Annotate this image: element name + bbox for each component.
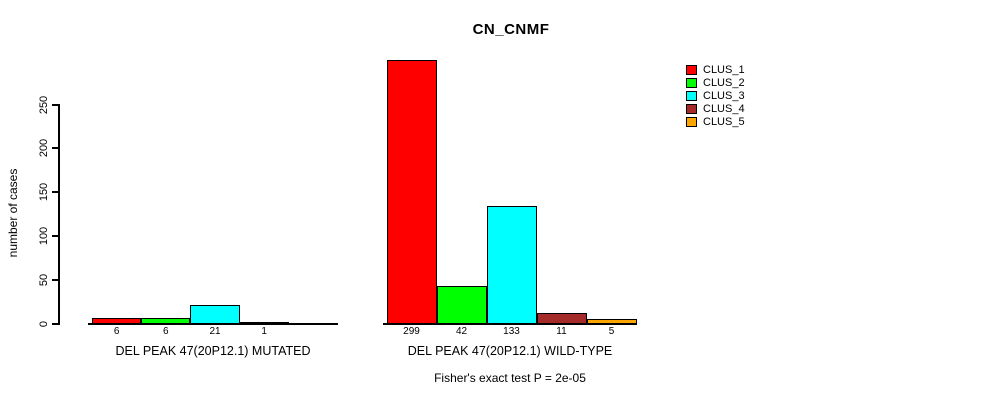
y-axis-tick — [52, 103, 60, 106]
legend-label: CLUS_2 — [703, 76, 745, 89]
legend-swatch-icon — [686, 64, 697, 75]
y-axis-tick — [52, 235, 60, 238]
y-axis-line — [58, 103, 60, 325]
x-axis-line — [383, 323, 637, 325]
bar-value-label: 133 — [503, 326, 520, 337]
y-axis-tick — [52, 323, 60, 325]
fisher-annotation: Fisher's exact test P = 2e-05 — [434, 371, 586, 385]
legend-swatch-icon — [686, 116, 697, 127]
legend-item: CLUS_4 — [686, 102, 745, 115]
legend-item: CLUS_2 — [686, 76, 745, 89]
chart-title: CN_CNMF — [472, 21, 550, 38]
y-axis-tick-label: 50 — [38, 273, 50, 287]
group-label: DEL PEAK 47(20P12.1) WILD-TYPE — [407, 344, 613, 358]
legend-item: CLUS_1 — [686, 63, 745, 76]
y-axis-tick — [52, 279, 60, 282]
y-axis-title: number of cases — [6, 168, 20, 258]
legend-swatch-icon — [686, 77, 697, 88]
bar-value-label: 5 — [608, 326, 615, 337]
group-label: DEL PEAK 47(20P12.1) MUTATED — [115, 344, 311, 358]
bar-clus_5 — [586, 318, 637, 324]
legend-label: CLUS_3 — [703, 89, 745, 102]
y-axis-tick-label: 250 — [38, 95, 50, 114]
legend: CLUS_1 CLUS_2 CLUS_3 CLUS_4 CLUS_5 — [686, 63, 745, 128]
bar-value-label: 6 — [163, 326, 169, 337]
legend-item: CLUS_3 — [686, 89, 745, 102]
legend-swatch-icon — [686, 90, 697, 101]
legend-label: CLUS_1 — [703, 63, 745, 76]
bar-value-label: 299 — [403, 326, 420, 337]
y-axis-tick — [52, 191, 60, 194]
bar-clus_1 — [92, 317, 142, 324]
x-axis-line — [88, 323, 338, 325]
bar-clus_3 — [190, 304, 240, 324]
legend-label: CLUS_4 — [703, 102, 745, 115]
bar-clus_2 — [141, 317, 191, 324]
y-axis-tick-label: 100 — [38, 227, 50, 246]
bar-clus_4 — [239, 322, 289, 324]
bar-clus_3 — [486, 206, 537, 324]
bar-value-label: 11 — [556, 326, 567, 337]
bar-clus_4 — [536, 313, 587, 324]
y-axis-tick-label: 150 — [38, 183, 50, 202]
bar-value-label: 1 — [261, 326, 267, 337]
legend-label: CLUS_5 — [703, 115, 745, 128]
bar-value-label: 6 — [113, 326, 120, 337]
bar-value-label: 42 — [455, 326, 468, 337]
y-axis-tick-label: 0 — [38, 320, 50, 328]
bar-value-label: 21 — [209, 326, 221, 337]
legend-swatch-icon — [686, 103, 697, 114]
legend-item: CLUS_5 — [686, 115, 745, 128]
y-axis-tick-label: 200 — [38, 139, 50, 158]
bar-clus_2 — [436, 286, 487, 324]
y-axis-tick — [52, 147, 60, 150]
bar-clus_1 — [386, 60, 437, 324]
